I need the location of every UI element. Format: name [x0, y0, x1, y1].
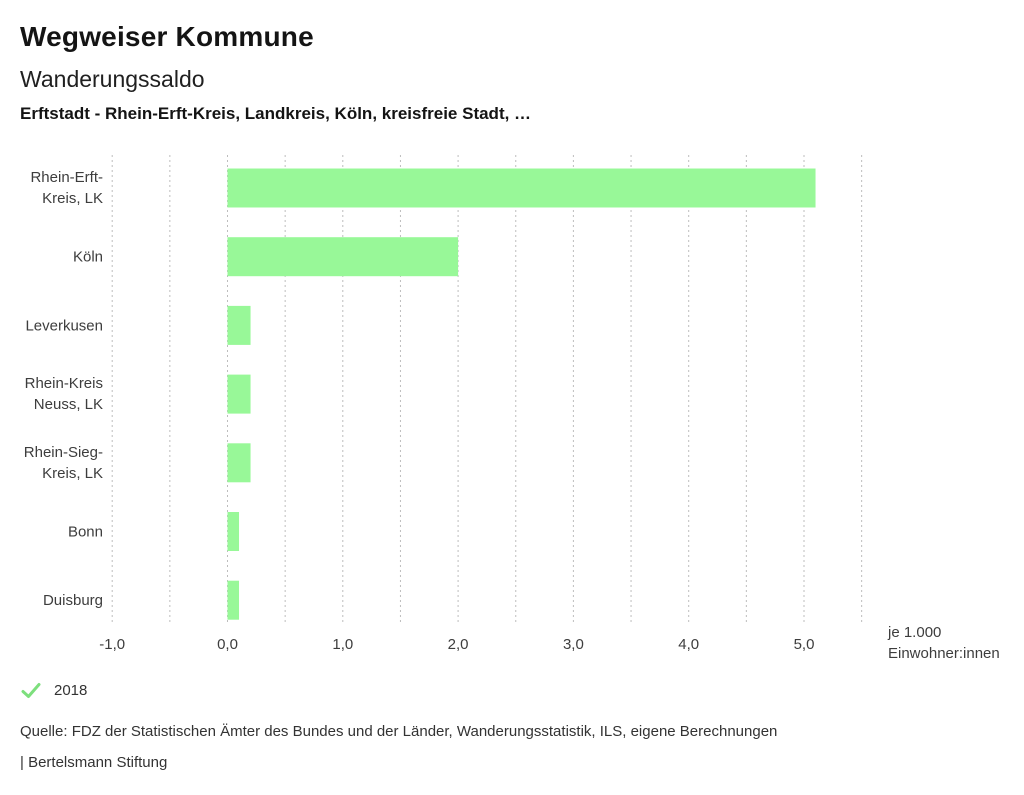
- category-label: Kreis, LK: [42, 190, 103, 207]
- check-icon: [21, 682, 41, 699]
- page-title: Wegweiser Kommune: [20, 21, 314, 52]
- chart-context-title: Erftstadt - Rhein-Erft-Kreis, Landkreis,…: [20, 104, 532, 123]
- branding-text: | Bertelsmann Stiftung: [20, 754, 168, 771]
- x-tick-label: -1,0: [99, 636, 125, 653]
- bar-koln[interactable]: [227, 237, 459, 277]
- category-label: Bonn: [68, 524, 103, 541]
- category-label: Leverkusen: [25, 317, 103, 334]
- category-label: Köln: [73, 249, 103, 266]
- legend-year-label: 2018: [54, 682, 88, 699]
- x-tick-label: 1,0: [332, 636, 353, 653]
- x-tick-label: 5,0: [794, 636, 815, 653]
- axis-unit-label: Einwohner:innen: [888, 645, 1000, 662]
- chart-title: Wanderungssaldo: [20, 66, 205, 92]
- source-text: Quelle: FDZ der Statistischen Ämter des …: [20, 723, 778, 740]
- x-tick-label: 4,0: [678, 636, 699, 653]
- axis-unit-label: je 1.000: [887, 624, 941, 641]
- bar-leverkusen[interactable]: [227, 305, 251, 345]
- category-label: Duisburg: [43, 592, 103, 609]
- category-label: Rhein-Erft-: [30, 169, 103, 186]
- category-label: Rhein-Sieg-: [24, 444, 103, 461]
- bar-bonn[interactable]: [227, 512, 240, 551]
- category-label: Kreis, LK: [42, 465, 103, 482]
- bar-rhein-erft-kreis-lk[interactable]: [227, 168, 816, 208]
- x-tick-label: 2,0: [448, 636, 469, 653]
- legend-item-2018[interactable]: 2018: [21, 682, 87, 699]
- bar-duisburg[interactable]: [227, 580, 240, 620]
- category-label: Rhein-Kreis: [25, 375, 103, 392]
- x-tick-label: 0,0: [217, 636, 238, 653]
- x-tick-label: 3,0: [563, 636, 584, 653]
- category-label: Neuss, LK: [34, 396, 103, 413]
- bar-rhein-sieg-kreis-lk[interactable]: [227, 443, 251, 483]
- bar-rhein-kreis-neuss-lk[interactable]: [227, 374, 251, 414]
